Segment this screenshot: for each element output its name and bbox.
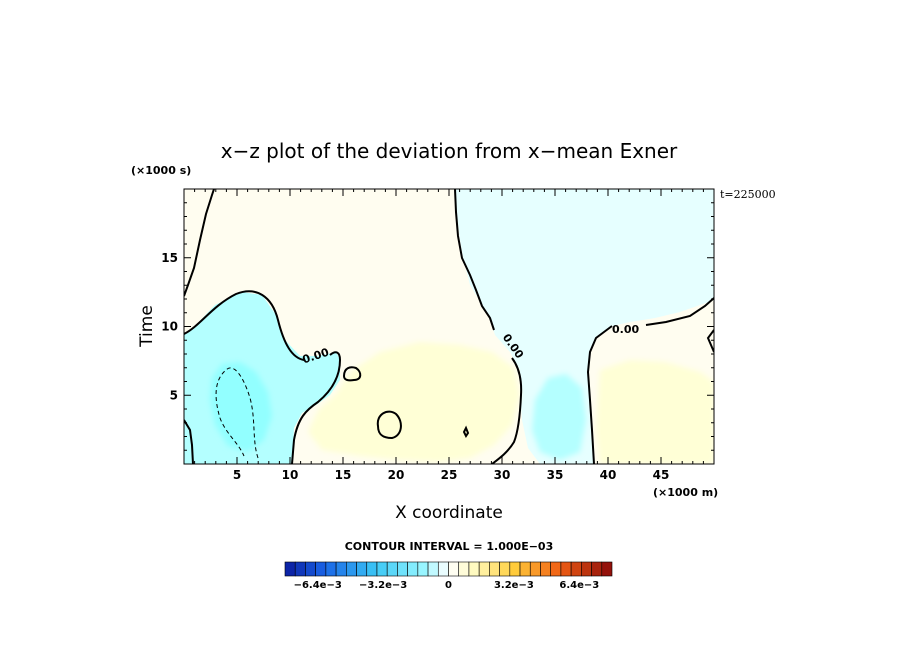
x-tick-label: 40: [600, 468, 617, 482]
x-tick-label: 15: [335, 468, 352, 482]
colorbar-cell: [570, 561, 582, 577]
x-tick-label: 10: [282, 468, 299, 482]
colorbar-cell: [591, 561, 603, 577]
region-negative-trough: [532, 374, 586, 460]
contour-loop-center: [376, 410, 402, 440]
colorbar-cell: [346, 561, 357, 577]
x-tick-label: 20: [388, 468, 405, 482]
y-tick-label: 15: [161, 251, 178, 265]
x-tick-label: 5: [233, 468, 241, 482]
colorbar-tick-label: 0: [445, 580, 452, 591]
chart-title: x−z plot of the deviation from x−mean Ex…: [221, 139, 678, 163]
colorbar-cell: [509, 561, 521, 577]
colorbar-cell: [427, 561, 439, 577]
colorbar-tick-label: 3.2e−3: [494, 580, 534, 591]
colorbar-cell: [581, 561, 592, 577]
contour-line-left-bulge: [184, 290, 342, 464]
colorbar-cell: [560, 561, 572, 577]
x-unit-label: (×1000 m): [653, 486, 718, 499]
contour-line-left-edge: [184, 189, 215, 297]
colorbar-cell: [448, 561, 460, 577]
x-tick-label: 25: [441, 468, 458, 482]
colorbar-tick-label: −6.4e−3: [294, 580, 342, 591]
contour-line-dashed: [215, 367, 259, 459]
colorbar-cell: [294, 561, 306, 577]
colorbar-cell: [529, 561, 541, 577]
x-tick-label: 35: [547, 468, 564, 482]
colorbar-cell: [458, 561, 470, 577]
contour-line-central: [454, 189, 523, 464]
contour-interval-text: CONTOUR INTERVAL = 1.000E−03: [345, 540, 554, 553]
colorbar-cell: [325, 561, 337, 577]
time-annotation: t=225000: [720, 188, 776, 201]
colorbar-cell: [478, 561, 490, 577]
y-axis-title: Time: [137, 305, 157, 348]
region-negative-core: [210, 362, 272, 452]
contour-layer: [184, 189, 714, 464]
contour-line-right-edge: [706, 329, 714, 353]
colorbar-cell: [437, 561, 449, 577]
contour-label-right: 0.00: [612, 323, 639, 336]
colorbar-cell: [417, 561, 429, 577]
colorbar-cell: [376, 561, 388, 577]
colorbar-cell: [305, 561, 316, 577]
y-unit-label: (×1000 s): [131, 164, 191, 177]
y-tick-label: 5: [170, 388, 178, 402]
colorbar-cell: [550, 561, 562, 577]
contour-loop-small: [342, 366, 362, 382]
contour-line-left-bottom: [184, 419, 194, 464]
contour-line-right: [586, 297, 714, 464]
colorbar-cell: [540, 561, 551, 577]
x-tick-label: 45: [653, 468, 670, 482]
colorbar-cell: [519, 561, 531, 577]
colorbar-cell: [489, 561, 500, 577]
colorbar-tick-label: 6.4e−3: [559, 580, 599, 591]
x-axis-title: X coordinate: [395, 503, 503, 523]
colorbar-cell: [366, 561, 378, 577]
y-ticks: 5 10 15: [161, 202, 714, 451]
colorbar-cell: [397, 561, 408, 577]
colorbar-cell: [335, 561, 347, 577]
x-ticks: 5 10 15 20 25 30 35 40 45: [194, 189, 704, 482]
colorbar-cell: [468, 561, 480, 577]
contour-loop-tiny: [462, 425, 470, 438]
plot-fill-layer: [184, 189, 714, 464]
colorbar-tick-label: −3.2e−3: [359, 580, 407, 591]
colorbar-cell: [499, 561, 511, 577]
region-positive-right-lower: [596, 360, 714, 464]
colorbar-cell: [284, 561, 296, 577]
colorbar-cell: [356, 561, 368, 577]
colorbar-cell: [315, 561, 327, 577]
x-tick-label: 30: [494, 468, 511, 482]
y-tick-label: 10: [161, 320, 178, 334]
colorbar-cell: [386, 561, 398, 577]
colorbar-cell: [601, 561, 613, 577]
colorbar-cell: [407, 561, 419, 577]
region-negative-upper-right: [455, 189, 714, 464]
colorbar: −6.4e−3 −3.2e−3 0 3.2e−3 6.4e−3: [284, 561, 613, 591]
